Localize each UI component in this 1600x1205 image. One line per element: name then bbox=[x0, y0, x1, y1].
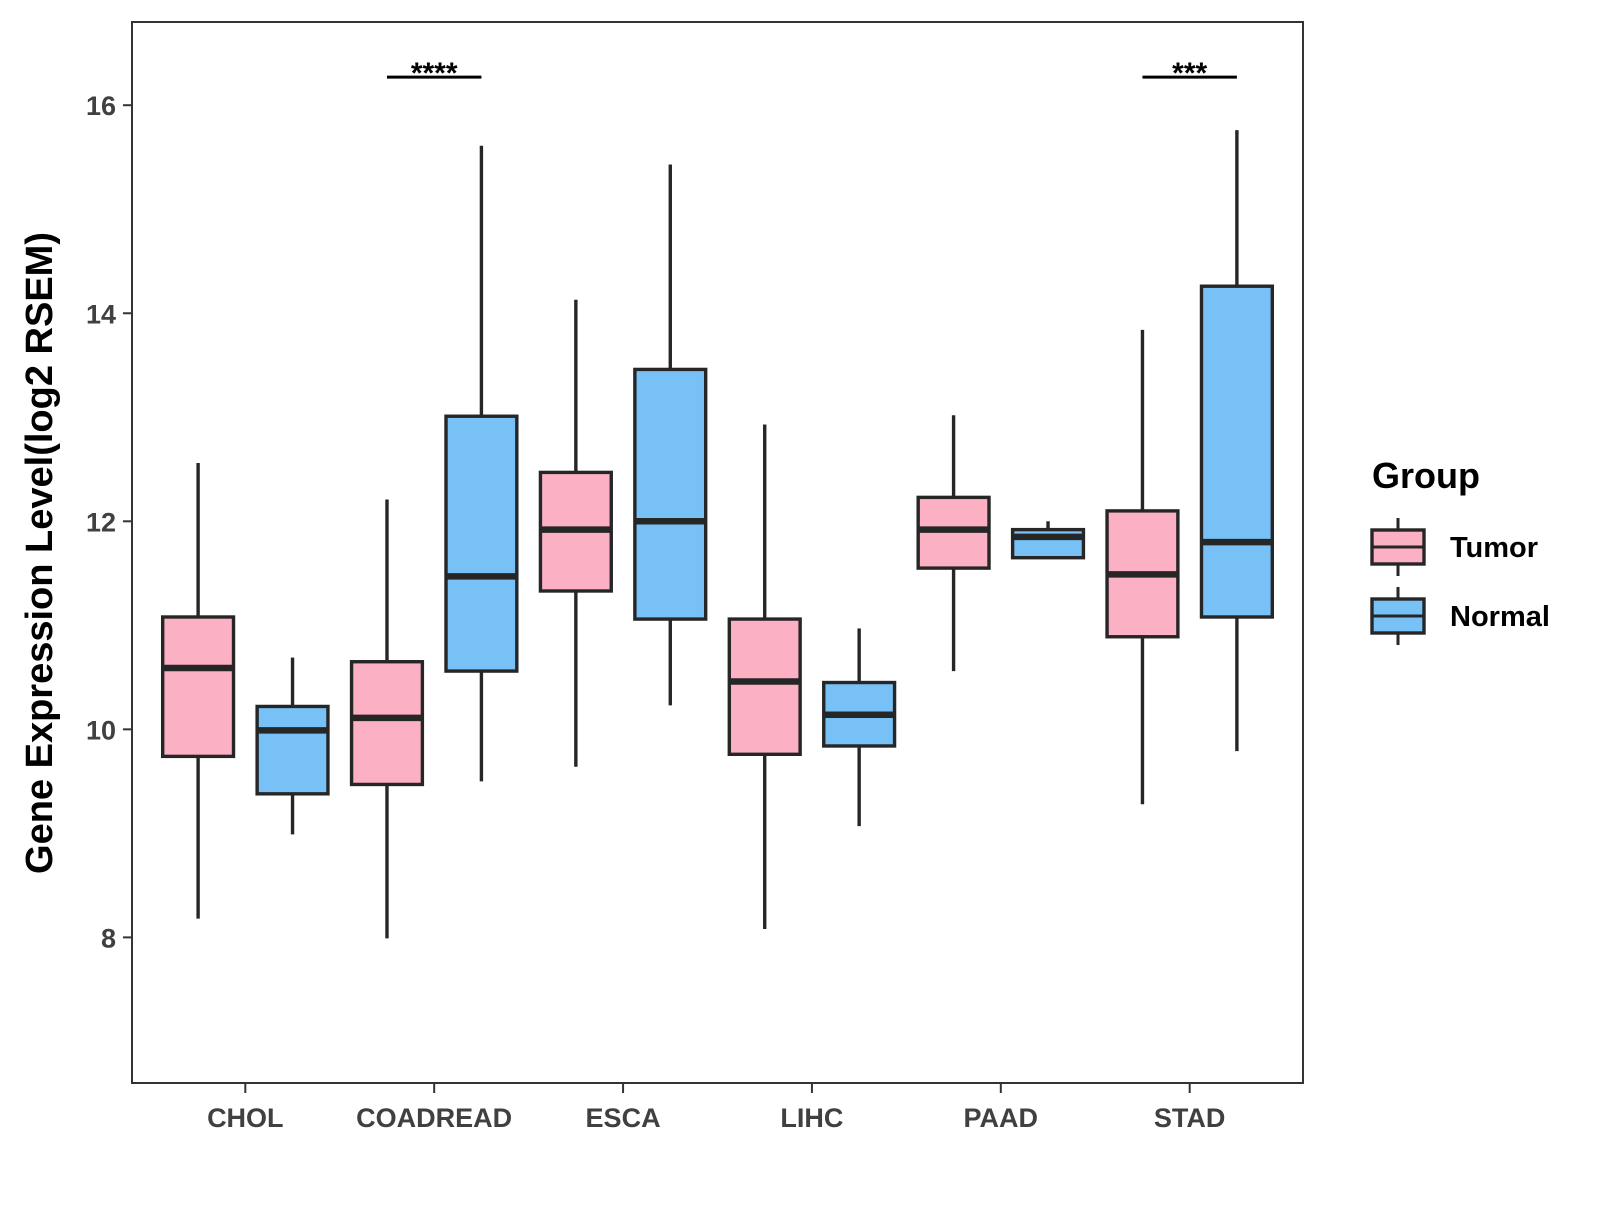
box-body-normal-coadread bbox=[444, 414, 519, 673]
box-normal-lihc bbox=[822, 628, 897, 827]
x-tick-label-chol: CHOL bbox=[207, 1103, 284, 1133]
y-tick-label-10: 10 bbox=[86, 715, 116, 745]
box-body-tumor-coadread bbox=[349, 660, 425, 787]
x-tick-label-esca: ESCA bbox=[586, 1103, 661, 1133]
y-axis-title: Gene Expression Level(log2 RSEM) bbox=[19, 232, 61, 874]
plot-panel-border bbox=[131, 21, 1304, 1084]
x-tick-label-stad: STAD bbox=[1154, 1103, 1226, 1133]
legend-key-normal bbox=[1370, 587, 1426, 645]
box-normal-chol bbox=[255, 657, 330, 835]
legend-title: Group bbox=[1372, 455, 1480, 496]
marks-layer bbox=[160, 130, 1275, 939]
x-tick-label-lihc: LIHC bbox=[780, 1103, 843, 1133]
y-tick-label-8: 8 bbox=[101, 923, 116, 953]
y-tick-label-16: 16 bbox=[86, 91, 116, 121]
x-tick-label-paad: PAAD bbox=[964, 1103, 1039, 1133]
legend-label-tumor: Tumor bbox=[1450, 532, 1538, 564]
box-tumor-stad bbox=[1105, 329, 1180, 805]
significance-label-coadread: **** bbox=[411, 57, 458, 90]
box-body-tumor-lihc bbox=[727, 617, 802, 756]
box-tumor-lihc bbox=[727, 424, 802, 930]
box-tumor-coadread bbox=[349, 499, 425, 939]
box-body-normal-stad bbox=[1199, 284, 1275, 619]
axes-layer: 8 10 12 14 16 CHOL COADREAD ESCA LIHC PAAD STAD ***… bbox=[86, 57, 1237, 1133]
box-body-tumor-chol bbox=[160, 615, 236, 759]
legend-key-tumor bbox=[1370, 518, 1426, 576]
legend: Group Tumor Normal bbox=[1370, 455, 1550, 645]
x-tick-label-coadread: COADREAD bbox=[356, 1103, 512, 1133]
box-body-normal-chol bbox=[255, 704, 330, 796]
y-tick-label-12: 12 bbox=[86, 507, 116, 537]
box-tumor-paad bbox=[916, 415, 991, 672]
box-normal-stad bbox=[1199, 130, 1275, 752]
y-tick-label-14: 14 bbox=[86, 299, 116, 329]
box-normal-esca bbox=[633, 164, 708, 706]
box-body-normal-esca bbox=[633, 367, 708, 621]
box-normal-coadread bbox=[444, 145, 519, 782]
box-tumor-esca bbox=[538, 299, 613, 767]
significance-label-stad: *** bbox=[1172, 57, 1207, 90]
legend-label-normal: Normal bbox=[1450, 601, 1550, 633]
box-tumor-chol bbox=[160, 463, 236, 919]
box-normal-paad bbox=[1010, 521, 1086, 560]
